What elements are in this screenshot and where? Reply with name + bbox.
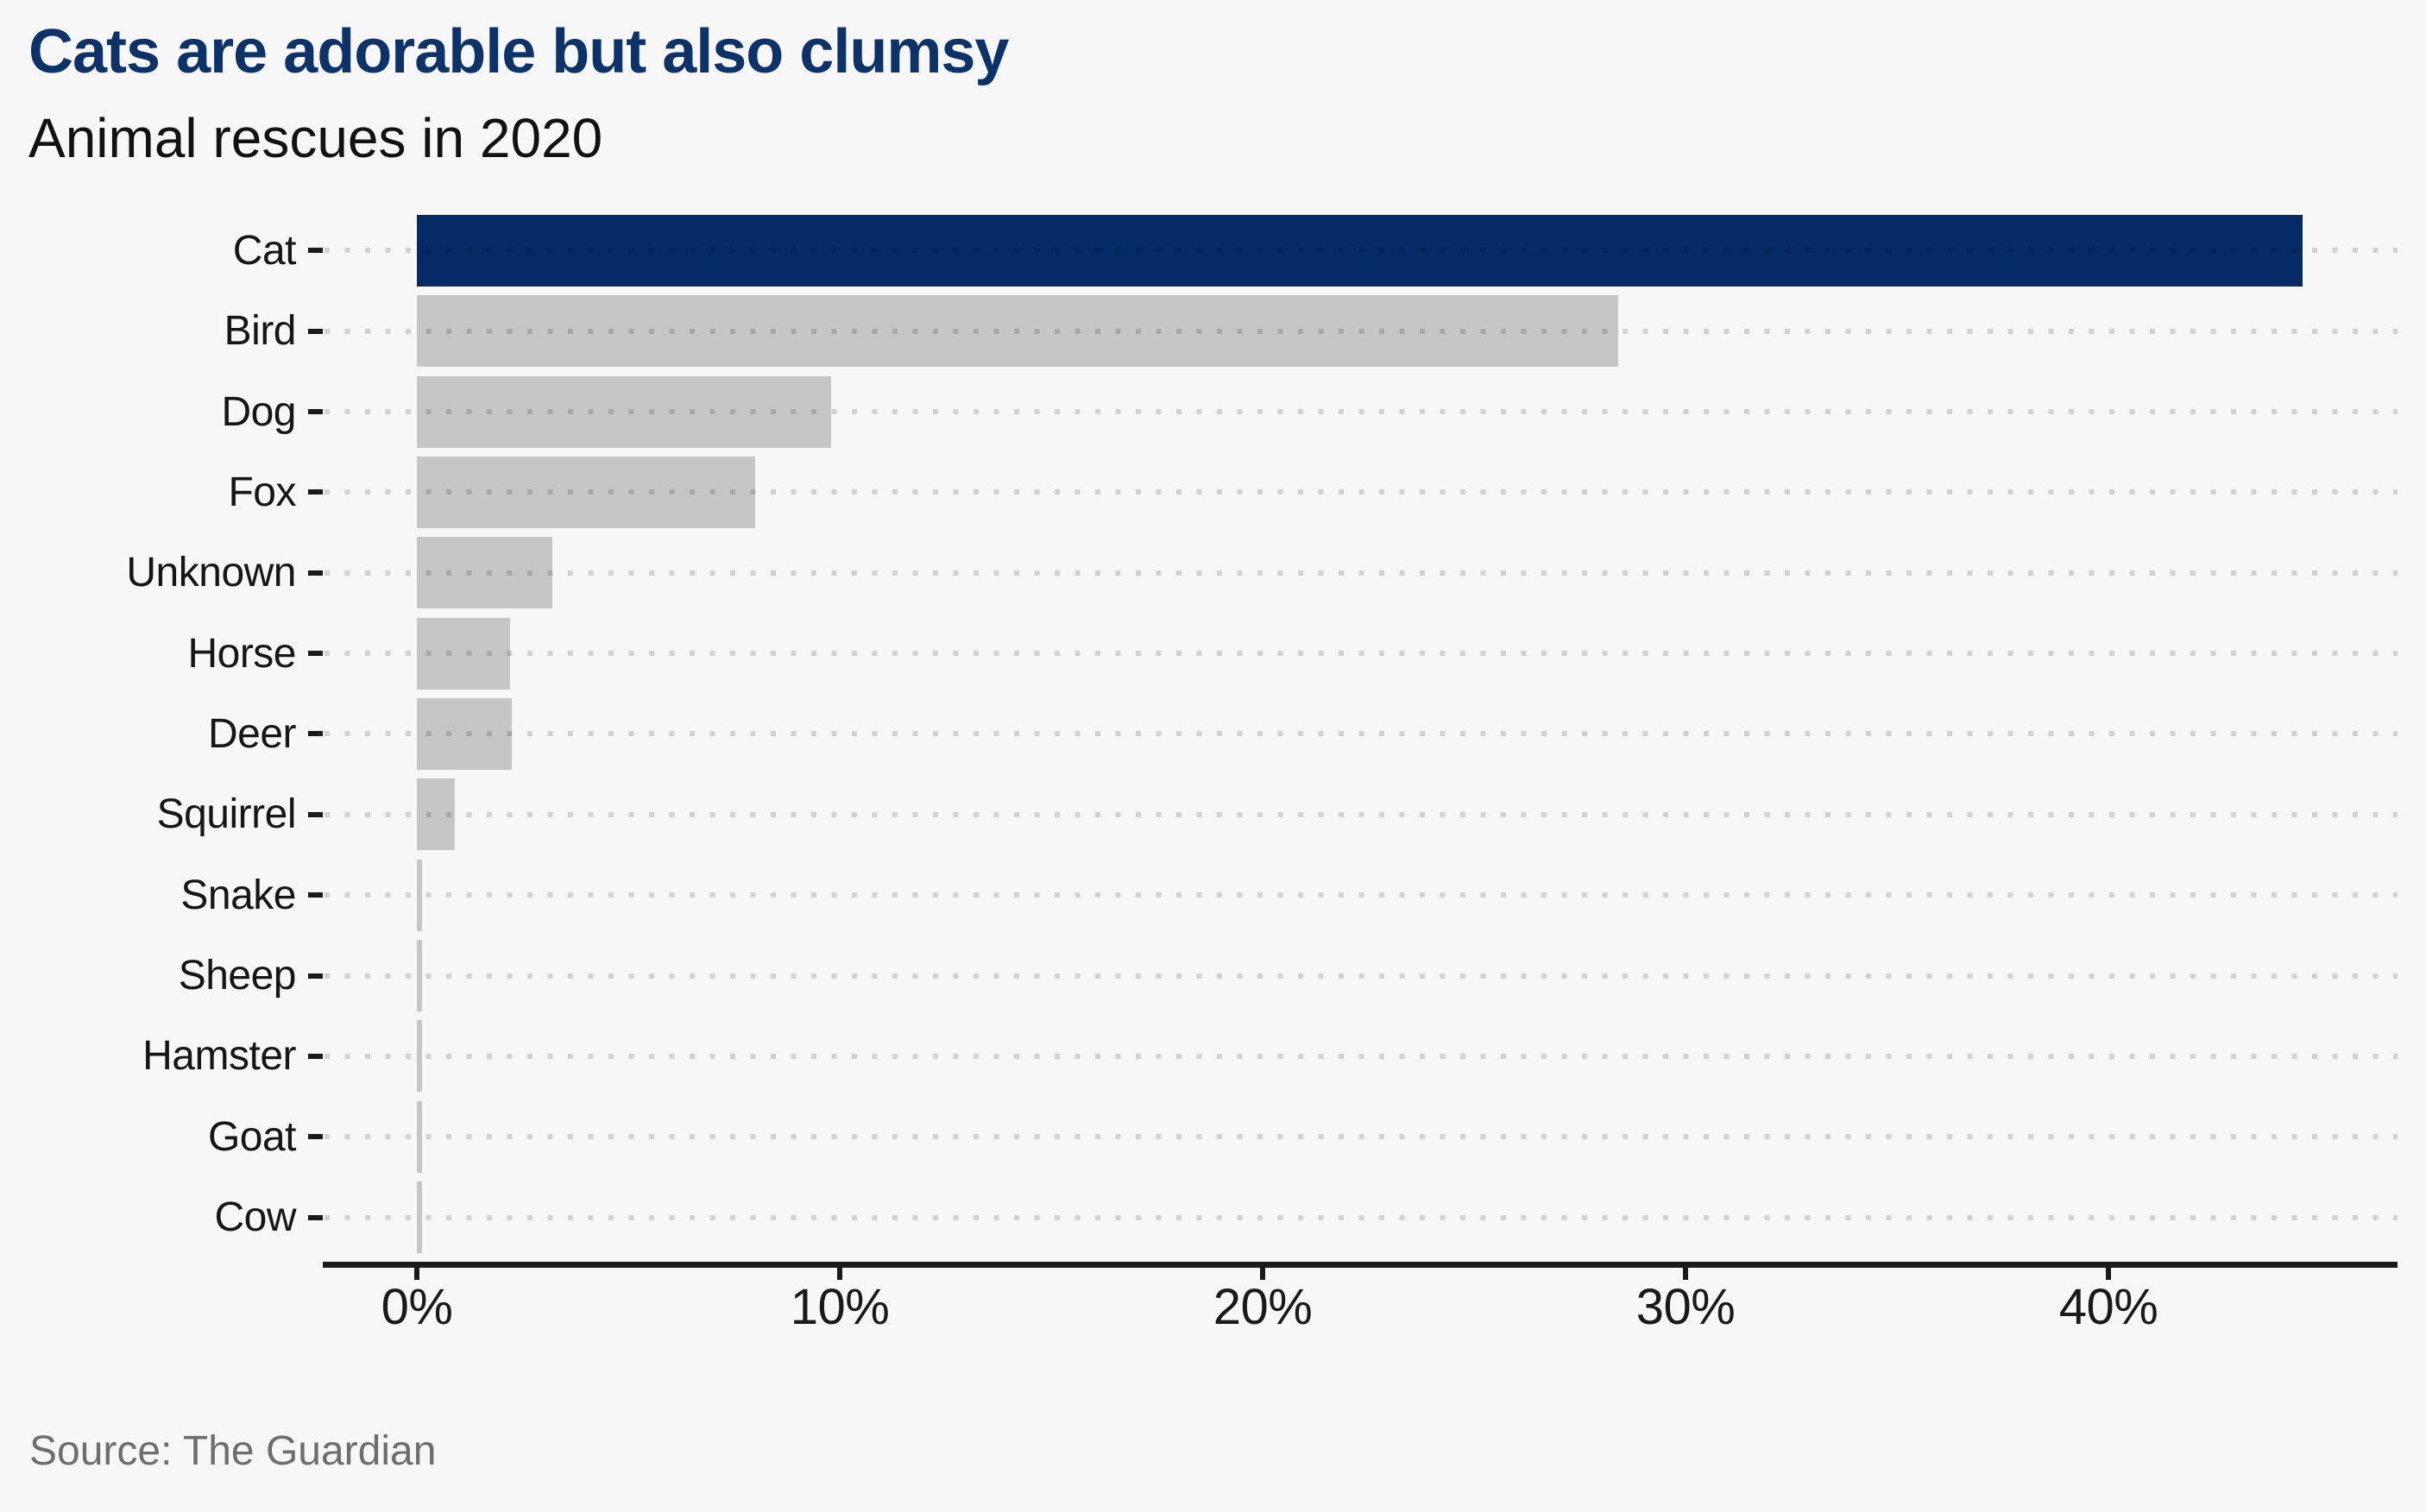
source-caption: Source: The Guardian [29,1428,437,1474]
x-axis-tick [837,1268,842,1280]
y-axis-tick [308,248,323,254]
x-axis-tick [1683,1268,1688,1280]
bar-cat [417,214,2303,287]
y-axis-tick [308,1053,323,1059]
dotted-gridline [325,811,2398,817]
y-axis-tick [308,328,323,334]
x-axis-tick-label: 40% [2058,1279,2158,1335]
bar-snake [417,859,423,931]
dotted-gridline [325,1214,2398,1220]
y-axis-tick [308,811,323,817]
dotted-gridline [325,1134,2398,1140]
x-axis-tick-label: 20% [1213,1279,1313,1335]
category-label: Cow [214,1194,296,1241]
chart-row: Fox [0,452,2426,532]
dotted-gridline [325,489,2398,495]
dotted-gridline [325,973,2398,979]
y-axis-tick [308,1214,323,1220]
category-label: Horse [187,630,296,677]
dotted-gridline [325,651,2398,657]
bar-hamster [417,1020,423,1093]
dotted-gridline [325,892,2398,898]
chart-row: Deer [0,694,2426,774]
y-axis-tick [308,409,323,414]
y-axis-tick [308,892,323,898]
bar-unknown [417,537,552,609]
category-label: Cat [232,227,297,274]
category-label: Snake [180,872,296,918]
category-label: Hamster [142,1033,296,1080]
bar-sheep [417,940,423,1012]
chart-row: Cat [0,211,2426,291]
bar-fox [417,456,755,528]
y-axis-tick [308,651,323,657]
chart-subtitle: Animal rescues in 2020 [28,107,603,169]
chart-row: Bird [0,291,2426,371]
chart-row: Sheep [0,936,2426,1016]
dotted-gridline [325,570,2398,576]
chart-row: Goat [0,1097,2426,1177]
chart-row: Snake [0,855,2426,936]
category-label: Bird [224,308,297,355]
y-axis-tick [308,731,323,737]
x-axis-tick-label: 30% [1635,1279,1736,1335]
category-label: Goat [207,1113,297,1160]
chart-row: Squirrel [0,774,2426,854]
chart-title: Cats are adorable but also clumsy [28,17,1009,86]
category-label: Deer [207,710,297,757]
x-axis-tick [2106,1268,2111,1280]
bar-dog [417,375,832,448]
x-axis-line [323,1262,2398,1268]
bar-goat [417,1100,423,1173]
dotted-gridline [325,328,2398,334]
chart-row: Horse [0,613,2426,693]
dotted-gridline [325,1053,2398,1059]
y-axis-tick [308,973,323,979]
category-label: Sheep [178,953,297,999]
category-label: Dog [221,388,296,435]
x-axis-tick-label: 0% [381,1279,453,1335]
chart-row: Hamster [0,1016,2426,1096]
category-label: Fox [228,469,296,515]
x-axis-tick-label: 10% [790,1279,890,1335]
bar-deer [417,697,513,770]
category-label: Unknown [126,550,296,596]
bar-squirrel [417,778,456,851]
y-axis-tick [308,570,323,576]
dotted-gridline [325,248,2398,254]
dotted-gridline [325,409,2398,414]
dotted-gridline [325,731,2398,737]
bar-horse [417,617,510,690]
chart-row: Unknown [0,532,2426,613]
bar-cow [417,1181,423,1254]
y-axis-tick [308,1134,323,1140]
category-label: Squirrel [156,791,297,838]
chart-row: Dog [0,371,2426,451]
x-axis-tick [1260,1268,1265,1280]
chart-row: Cow [0,1177,2426,1257]
x-axis-tick [414,1268,419,1280]
bar-bird [417,295,1618,368]
y-axis-tick [308,489,323,495]
